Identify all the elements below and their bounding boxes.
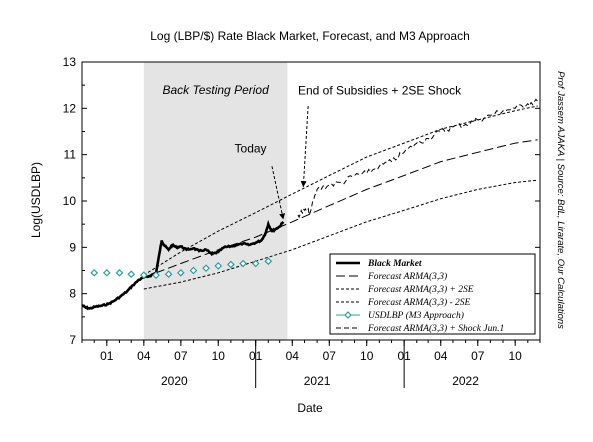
m3-marker: [127, 270, 136, 279]
y-tick-label: 11: [64, 148, 77, 162]
x-tick-label: 04: [137, 349, 151, 363]
series-line-5: [297, 98, 538, 219]
m3-marker: [239, 259, 247, 268]
m3-marker: [227, 260, 235, 269]
y-tick-label: 10: [63, 194, 77, 208]
series-line-3: [143, 179, 538, 290]
x-tick-label: 07: [471, 349, 485, 363]
m3-marker: [139, 271, 148, 279]
m3-marker: [264, 257, 273, 266]
x-tick-label: 10: [360, 349, 374, 363]
annotation-arrow-1: [300, 105, 309, 188]
m3-marker: [251, 259, 260, 268]
y-tick-label: 7: [69, 333, 76, 347]
m3-marker: [176, 268, 185, 277]
legend-label: Forecast ARMA(3,3) + Shock Jun.1: [367, 323, 504, 334]
annotation-text-1: End of Subsidies + 2SE Shock: [298, 83, 462, 97]
x-tick-label: 04: [434, 349, 448, 363]
m3-marker: [90, 268, 99, 277]
series-line-0: [81, 219, 285, 311]
m3-marker: [189, 266, 198, 275]
chart-title: Log (LBP/$) Rate Black Market, Forecast,…: [150, 29, 470, 43]
legend-box: [329, 253, 536, 335]
m3-marker: [102, 268, 111, 277]
y-tick-label: 9: [69, 240, 76, 254]
y-tick-label: 12: [63, 101, 77, 115]
legend-label: USDLBP (M3 Approach): [368, 310, 464, 321]
x-tick-label: 07: [323, 349, 337, 363]
y-axis-label: Log(USDLBP): [29, 162, 43, 238]
x-axis-label: Date: [297, 401, 323, 415]
legend-label: Forecast ARMA(3,3) + 2SE: [367, 284, 474, 295]
year-label: 2022: [452, 374, 479, 388]
x-tick-label: 10: [509, 349, 523, 363]
x-tick-label: 01: [100, 349, 114, 363]
legend-label: Forecast ARMA(3,3): [367, 271, 447, 282]
year-label: 2021: [304, 374, 331, 388]
x-tick-label: 04: [286, 349, 300, 363]
annotation-text-0: Today: [235, 141, 267, 155]
m3-marker: [164, 270, 173, 279]
y-tick-label: 13: [63, 55, 77, 69]
legend-label: Black Market: [367, 259, 422, 269]
m3-marker: [202, 264, 210, 273]
side-note: Prof Jassem AJAKA | Source: BdL, Lirarat…: [555, 71, 566, 329]
y-tick-label: 8: [69, 287, 76, 301]
year-label: 2020: [161, 374, 188, 388]
m3-marker: [214, 262, 223, 270]
legend-swatch-marker: [344, 311, 352, 319]
x-tick-label: 10: [212, 349, 226, 363]
annotation-arrow-0: [271, 166, 286, 220]
x-tick-label: 07: [174, 349, 188, 363]
m3-marker: [152, 271, 160, 279]
series-line-1: [143, 139, 538, 278]
back-testing-label: Back Testing Period: [162, 83, 269, 97]
legend-label: Forecast ARMA(3,3) - 2SE: [367, 297, 471, 308]
back-testing-shade: [143, 62, 288, 340]
m3-marker: [115, 268, 124, 277]
